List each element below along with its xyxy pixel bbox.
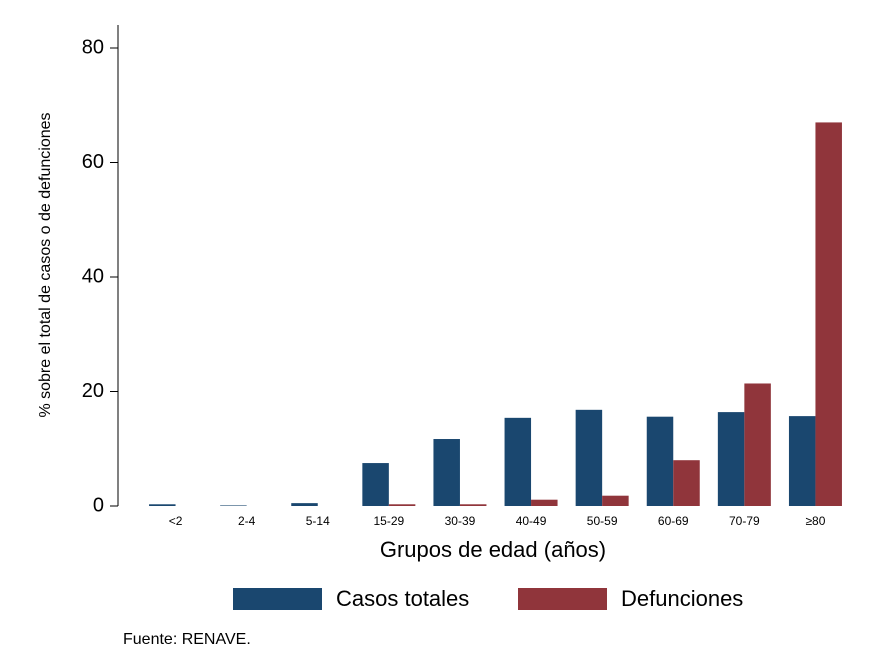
bar xyxy=(433,439,460,506)
y-tick-label: 60 xyxy=(82,151,104,173)
bar xyxy=(531,499,558,506)
x-tick-label: 30-39 xyxy=(445,514,476,528)
y-tick-label: 40 xyxy=(82,265,104,287)
bar xyxy=(673,460,700,506)
x-tick-label: 60-69 xyxy=(658,514,689,528)
y-tick-label: 20 xyxy=(82,380,104,402)
y-tick-label: 0 xyxy=(93,494,104,516)
bar xyxy=(388,504,416,506)
x-tick-label: 15-29 xyxy=(373,514,404,528)
legend-swatch xyxy=(233,588,322,610)
legend-swatch xyxy=(518,588,607,610)
bar xyxy=(744,383,771,506)
x-tick-label: ≥80 xyxy=(805,514,825,528)
bar xyxy=(646,416,674,506)
bar xyxy=(575,409,603,506)
legend-label: Defunciones xyxy=(621,586,743,611)
bar xyxy=(504,417,532,506)
y-tick-label: 80 xyxy=(82,36,104,58)
legend-label: Casos totales xyxy=(336,586,469,611)
source-note: Fuente: RENAVE. xyxy=(123,631,251,648)
y-axis-title: % sobre el total de casos o de defuncion… xyxy=(37,112,54,417)
x-tick-label: 5-14 xyxy=(306,514,330,528)
x-tick-label: 70-79 xyxy=(729,514,760,528)
bar xyxy=(220,505,247,506)
bar xyxy=(459,504,487,506)
bar xyxy=(291,503,318,506)
x-tick-label: <2 xyxy=(169,514,183,528)
x-tick-label: 40-49 xyxy=(516,514,547,528)
x-tick-label: 2-4 xyxy=(238,514,256,528)
x-tick-label: 50-59 xyxy=(587,514,618,528)
bar xyxy=(717,412,745,506)
x-axis-title: Grupos de edad (años) xyxy=(380,537,606,562)
bar xyxy=(362,463,389,506)
bar xyxy=(788,416,816,506)
bar xyxy=(815,122,842,507)
bar xyxy=(602,495,629,506)
bar xyxy=(149,504,176,506)
